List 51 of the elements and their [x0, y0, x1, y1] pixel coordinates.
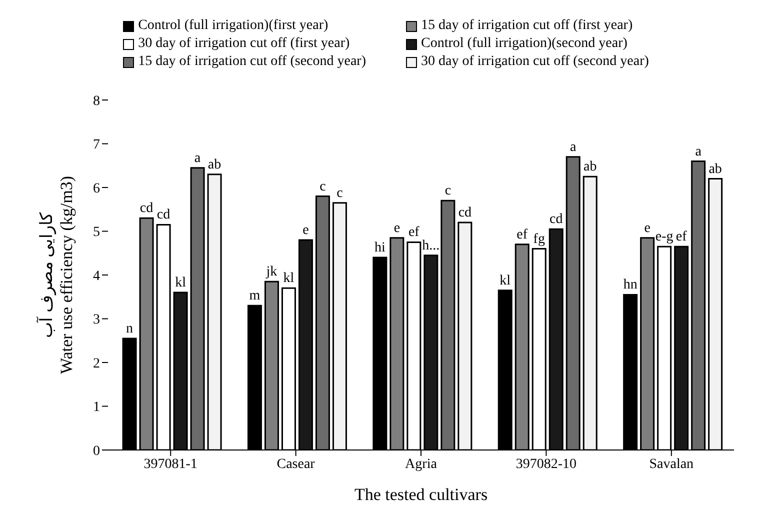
data-label: c	[444, 184, 452, 199]
data-label: cd	[550, 212, 563, 228]
data-label: e	[302, 223, 309, 238]
data-label: jk	[265, 264, 278, 280]
data-label: e-g	[655, 230, 674, 245]
data-label: kl	[283, 271, 294, 286]
y-tick-label: 2	[93, 356, 100, 372]
data-label: n	[126, 321, 134, 336]
legend-label: 15 day of irrigation cut off (second year)	[138, 54, 366, 70]
legend-label: 30 day of irrigation cut off (first year)	[138, 36, 350, 52]
data-label: ab	[708, 162, 722, 177]
x-tick-label: 397081-1	[144, 456, 198, 472]
data-label: m	[249, 288, 260, 304]
y-tick-label: 8	[93, 94, 100, 109]
x-tick-label: Casear	[276, 456, 316, 472]
x-tick-label: Savalan	[649, 456, 694, 472]
y-tick-label: 4	[93, 268, 100, 284]
data-label: a	[570, 140, 578, 155]
data-label: e	[394, 220, 400, 236]
data-label: c	[320, 179, 326, 194]
data-label: kl	[500, 273, 511, 288]
data-label: a	[695, 144, 702, 160]
y-tick-label: 3	[93, 312, 100, 328]
data-label: fg	[533, 232, 545, 247]
y-tick-label: 5	[93, 225, 100, 240]
data-label: ab	[208, 157, 222, 172]
data-label: hn	[623, 278, 638, 293]
data-label: e	[644, 220, 650, 236]
data-label: ef	[516, 227, 528, 242]
data-label: ef	[676, 230, 688, 245]
y-tick-label: 6	[93, 181, 100, 196]
data-label: c	[336, 186, 343, 201]
data-label: cd	[140, 201, 154, 216]
y-tick-label: 0	[93, 444, 100, 459]
data-label: hi	[374, 240, 386, 256]
legend-label: Control (full irrigation)(first year)	[138, 18, 328, 34]
data-label: cd	[156, 208, 170, 223]
data-label: a	[194, 150, 202, 166]
legend-label: Control (full irrigation)(second year)	[421, 36, 628, 52]
legend-label: 15 day of irrigation cut off (first year)	[421, 18, 633, 34]
data-label: kl	[175, 276, 186, 290]
x-tick-label: Agria	[405, 456, 438, 472]
y-tick-label: 1	[93, 400, 100, 416]
data-label: ab	[584, 160, 597, 175]
x-axis-title: The tested cultivars	[354, 485, 488, 504]
data-label: h...	[422, 238, 440, 254]
data-label: cd	[458, 206, 472, 220]
legend-label: 30 day of irrigation cut off (second year)	[421, 54, 649, 70]
y-tick-label: 7	[93, 138, 100, 153]
x-tick-label: 397082-10	[516, 456, 577, 472]
data-label: ef	[408, 225, 420, 240]
